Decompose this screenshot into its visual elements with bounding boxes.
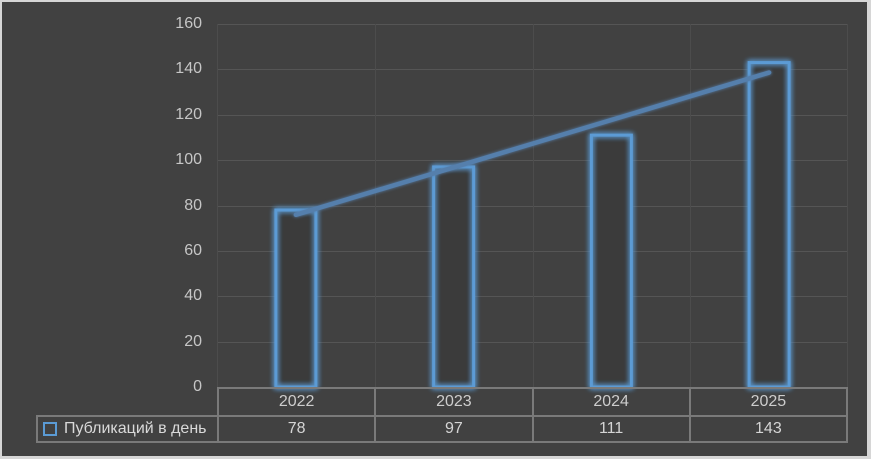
y-tick-label-40: 40 xyxy=(184,287,202,305)
y-tick-label-120: 120 xyxy=(175,105,202,123)
trendline[interactable] xyxy=(293,70,772,218)
year-cell-2023: 2023 xyxy=(374,387,534,417)
legend-label: Публикаций в день xyxy=(64,420,207,437)
legend-key-icon xyxy=(43,422,57,436)
bar-fill-2023 xyxy=(433,166,474,387)
year-cell-2024: 2024 xyxy=(531,387,691,417)
bar-fill-2025 xyxy=(749,62,790,387)
year-cell-2022: 2022 xyxy=(216,387,377,417)
plot-svg[interactable] xyxy=(217,24,848,389)
y-tick-label-80: 80 xyxy=(184,196,202,214)
value-cell-2024: 111 xyxy=(531,415,691,443)
y-tick-label-60: 60 xyxy=(184,241,202,259)
plot-area[interactable] xyxy=(217,24,848,389)
values-row: Публикаций в день 78 97 111 143 xyxy=(36,415,849,443)
bar-2022[interactable] xyxy=(274,208,318,389)
years-row: 2022 2023 2024 2025 xyxy=(37,387,849,417)
y-tick-label-140: 140 xyxy=(175,60,202,78)
legend-cell[interactable]: Публикаций в день xyxy=(36,415,219,443)
bar-2025[interactable] xyxy=(747,61,791,389)
data-table: 2022 2023 2024 2025 Публикаций в день 78 97 1… xyxy=(36,387,849,443)
value-cell-2022: 78 xyxy=(216,415,377,443)
value-cell-2025: 143 xyxy=(688,415,849,443)
legend-inner: Публикаций в день xyxy=(39,420,216,438)
bar-fill-2022 xyxy=(275,210,316,387)
bar-fill-2024 xyxy=(591,135,632,387)
y-tick-label-20: 20 xyxy=(184,332,202,350)
value-cell-2023: 97 xyxy=(374,415,534,443)
table-blank-cell xyxy=(37,388,218,416)
y-tick-label-0: 0 xyxy=(193,378,202,395)
y-tick-label-160: 160 xyxy=(175,15,202,32)
bar-2024[interactable] xyxy=(589,133,633,389)
year-cell-2025: 2025 xyxy=(688,387,849,417)
y-tick-label-100: 100 xyxy=(175,151,202,169)
